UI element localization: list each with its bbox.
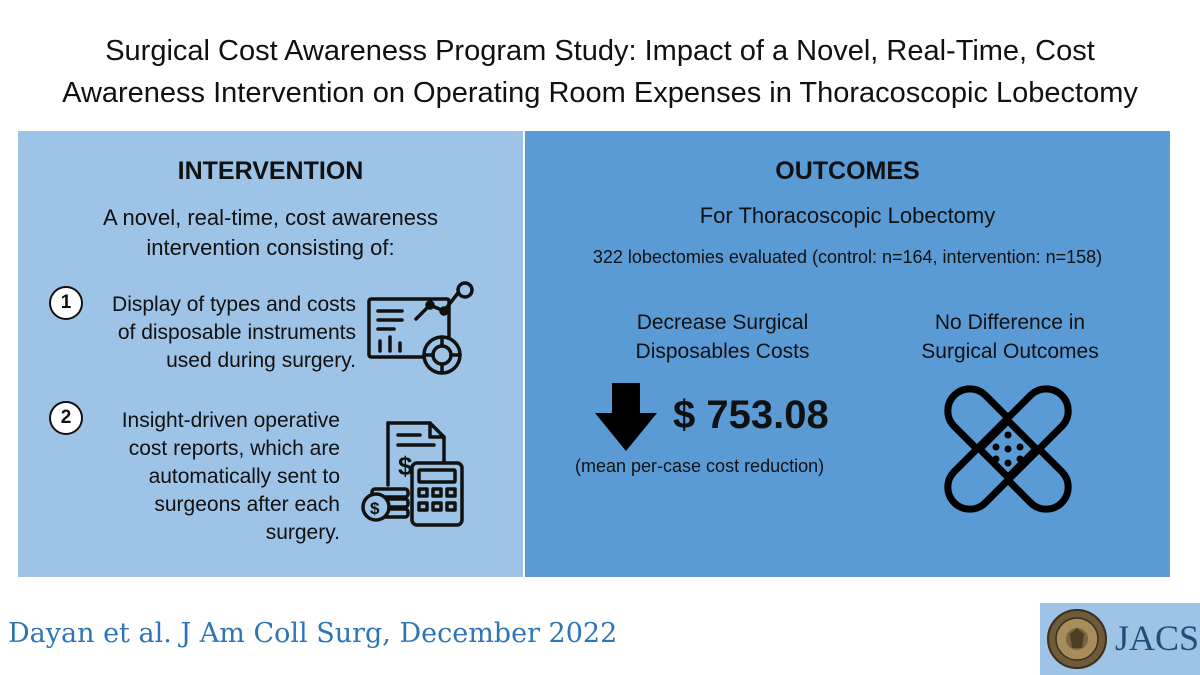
outcomes-heading: OUTCOMES xyxy=(775,157,920,185)
item-2-line: Insight-driven operative xyxy=(121,409,340,432)
acs-seal-icon xyxy=(1047,609,1107,669)
cost-label: Decrease Surgical Disposables Costs xyxy=(585,308,860,366)
surgical-label-line-1: No Difference in xyxy=(934,311,1086,334)
item-1-line: used during surgery. xyxy=(166,349,356,372)
outcomes-panel: OUTCOMES For Thoracoscopic Lobectomy 322… xyxy=(524,130,1171,578)
intervention-panel: INTERVENTION A novel, real-time, cost aw… xyxy=(17,130,524,578)
intervention-heading: INTERVENTION xyxy=(177,157,364,185)
item-1-number: 1 xyxy=(49,286,83,320)
item-2-line: surgery. xyxy=(265,521,340,544)
journal-name: JACS xyxy=(1115,618,1200,658)
surgical-label-line-2: Surgical Outcomes xyxy=(921,340,1099,363)
intro-line-1: A novel, real-time, cost awareness xyxy=(102,205,439,230)
intervention-intro: A novel, real-time, cost awareness inter… xyxy=(18,203,523,263)
item-2-line: automatically sent to xyxy=(148,465,340,488)
citation: Dayan et al. J Am Coll Surg, December 20… xyxy=(8,618,618,649)
intro-line-2: intervention consisting of: xyxy=(146,235,395,260)
page-title: Surgical Cost Awareness Program Study: I… xyxy=(0,30,1200,114)
item-1-text: Display of types and costs of disposable… xyxy=(78,291,356,375)
journal-badge: JACS xyxy=(1040,603,1200,675)
outcomes-subtitle: For Thoracoscopic Lobectomy xyxy=(699,203,996,228)
cost-label-line-2: Disposables Costs xyxy=(635,340,810,363)
bandage-icon xyxy=(944,385,1072,513)
item-2-line: surgeons after each xyxy=(154,493,340,516)
cost-label-line-1: Decrease Surgical xyxy=(636,311,809,334)
item-1-line: Display of types and costs xyxy=(112,293,356,316)
analytics-dashboard-icon xyxy=(367,281,474,375)
cost-reduction-caption: (mean per-case cost reduction) xyxy=(575,456,825,476)
invoice-calculator-icon: $ $ xyxy=(361,421,464,527)
title-line-2: Awareness Intervention on Operating Room… xyxy=(62,77,1138,109)
title-line-1: Surgical Cost Awareness Program Study: I… xyxy=(105,35,1095,67)
svg-text:$: $ xyxy=(370,499,380,518)
item-1-line: of disposable instruments xyxy=(117,321,356,344)
down-arrow-icon xyxy=(595,383,657,451)
item-2-text: Insight-driven operative cost reports, w… xyxy=(78,407,340,547)
lobectomy-count: 322 lobectomies evaluated (control: n=16… xyxy=(592,247,1103,267)
surgical-label: No Difference in Surgical Outcomes xyxy=(875,308,1145,366)
item-2-number: 2 xyxy=(49,401,83,435)
cost-reduction-amount: $ 753.08 xyxy=(673,393,829,437)
svg-text:$: $ xyxy=(398,451,413,481)
item-2-line: cost reports, which are xyxy=(128,437,340,460)
